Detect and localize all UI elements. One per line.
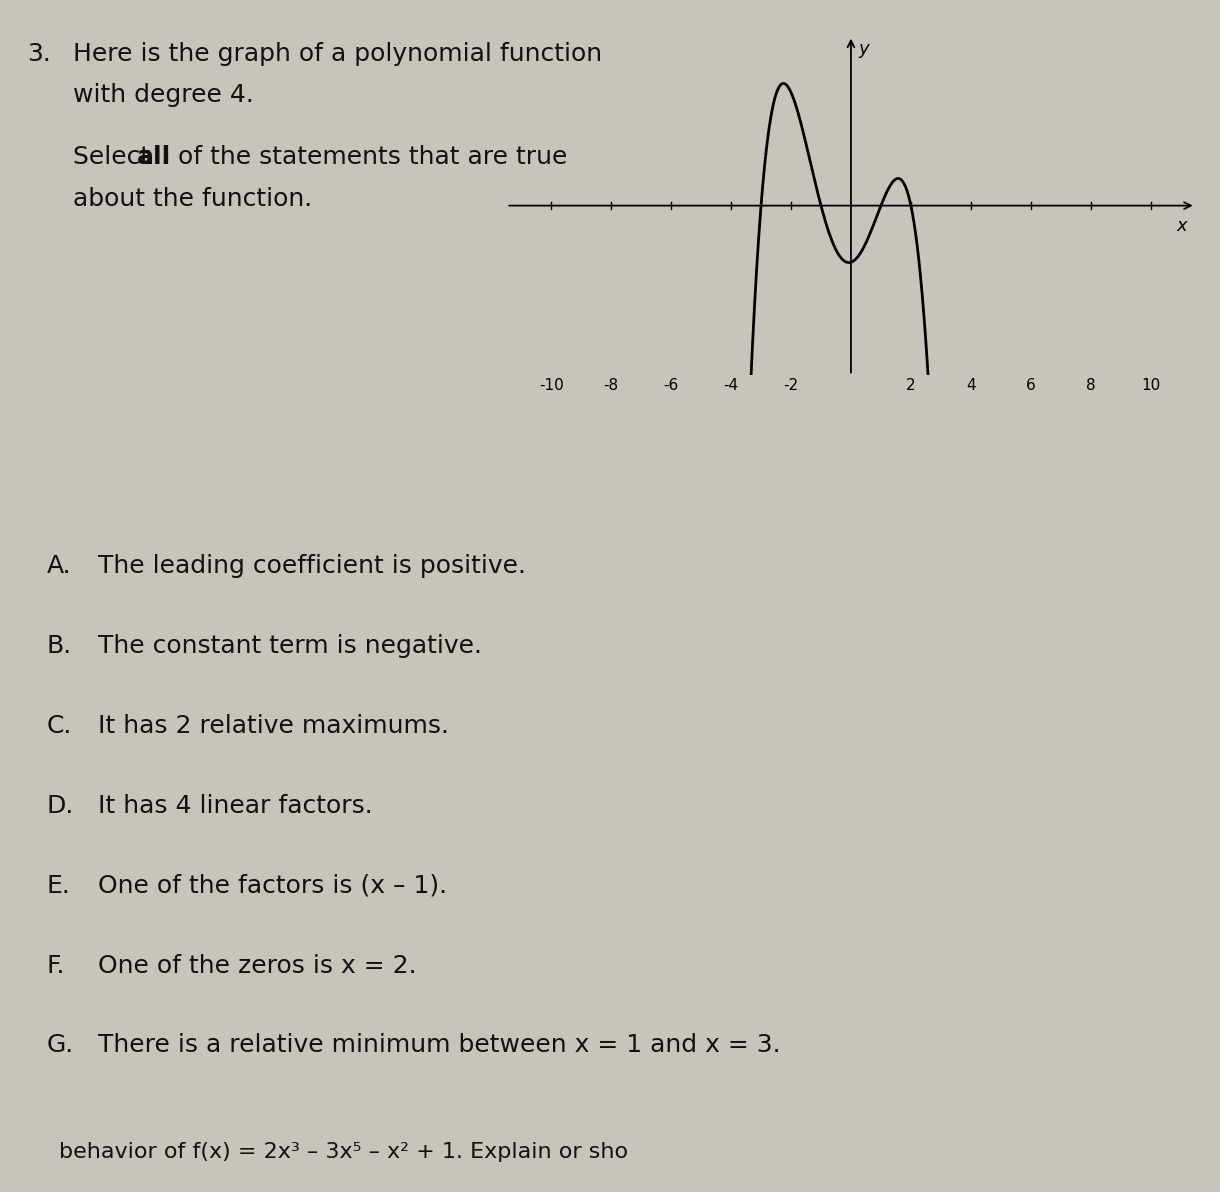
- Text: It has 4 linear factors.: It has 4 linear factors.: [98, 794, 372, 818]
- Text: about the function.: about the function.: [73, 187, 312, 211]
- Text: of the statements that are true: of the statements that are true: [170, 145, 567, 169]
- Text: 3.: 3.: [27, 42, 51, 66]
- Text: behavior of f(x) = 2x³ – 3x⁵ – x² + 1. Explain or sho: behavior of f(x) = 2x³ – 3x⁵ – x² + 1. E…: [59, 1142, 627, 1162]
- Text: The leading coefficient is positive.: The leading coefficient is positive.: [98, 554, 526, 578]
- Text: One of the factors is (x – 1).: One of the factors is (x – 1).: [98, 874, 447, 898]
- Text: Select: Select: [73, 145, 159, 169]
- Text: all: all: [137, 145, 171, 169]
- Text: Here is the graph of a polynomial function: Here is the graph of a polynomial functi…: [73, 42, 603, 66]
- Text: D.: D.: [46, 794, 73, 818]
- Text: One of the zeros is x = 2.: One of the zeros is x = 2.: [98, 954, 416, 977]
- Text: G.: G.: [46, 1033, 73, 1057]
- Text: E.: E.: [46, 874, 71, 898]
- Text: x: x: [1176, 217, 1187, 235]
- Text: B.: B.: [46, 634, 72, 658]
- Text: C.: C.: [46, 714, 72, 738]
- Text: There is a relative minimum between x = 1 and x = 3.: There is a relative minimum between x = …: [98, 1033, 781, 1057]
- Text: with degree 4.: with degree 4.: [73, 83, 254, 107]
- Text: F.: F.: [46, 954, 65, 977]
- Text: A.: A.: [46, 554, 71, 578]
- Text: It has 2 relative maximums.: It has 2 relative maximums.: [98, 714, 449, 738]
- Text: The constant term is negative.: The constant term is negative.: [98, 634, 482, 658]
- Text: y: y: [859, 39, 869, 57]
